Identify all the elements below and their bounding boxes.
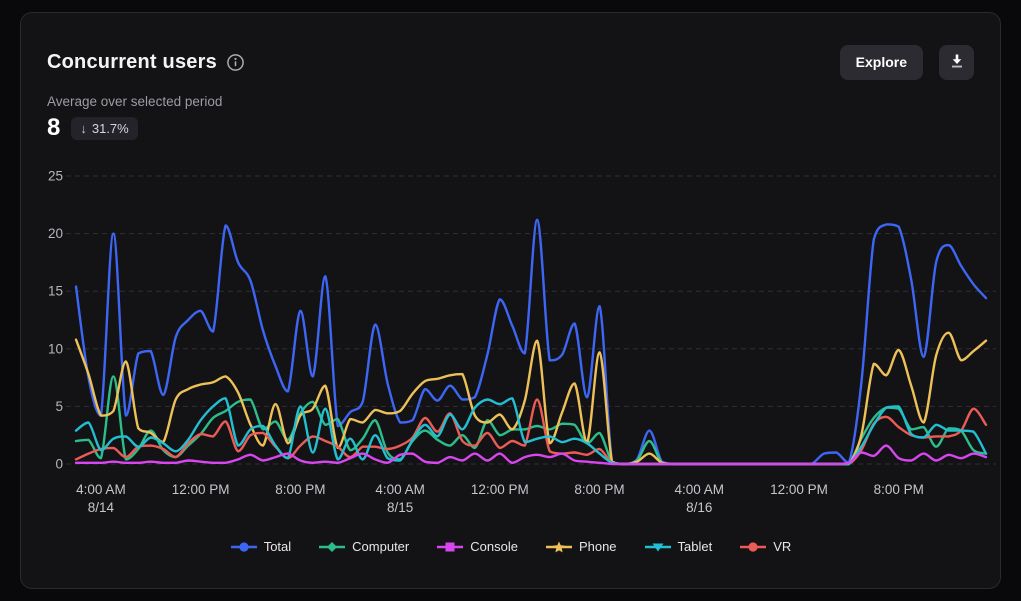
legend-item-computer[interactable]: Computer <box>318 539 409 554</box>
x-axis-label: 12:00 PM <box>172 482 230 497</box>
chart-legend: Total Computer Console Phone Tablet VR <box>21 539 1000 554</box>
legend-label: Total <box>263 539 292 554</box>
y-axis-label-15: 15 <box>48 284 63 299</box>
x-axis-label: 4:00 AM <box>375 482 425 497</box>
download-icon <box>949 53 965 72</box>
x-axis-date-label: 8/16 <box>686 500 712 515</box>
y-axis-label-10: 10 <box>48 341 63 356</box>
legend-marker-circle-icon <box>230 541 257 552</box>
legend-label: VR <box>773 539 792 554</box>
download-button[interactable] <box>939 44 974 80</box>
legend-item-total[interactable]: Total <box>230 539 291 554</box>
y-axis-label-5: 5 <box>55 399 63 414</box>
legend-marker-circle-icon <box>740 541 767 552</box>
legend-item-phone[interactable]: Phone <box>545 539 617 554</box>
y-axis-label-25: 25 <box>48 169 63 184</box>
series-line-console <box>74 444 988 466</box>
x-axis-label: 8:00 PM <box>275 482 325 497</box>
series-line-tablet <box>74 397 988 466</box>
average-row: 8 ↓ 31.7% <box>47 115 138 141</box>
arrow-down-icon: ↓ <box>80 120 87 136</box>
legend-label: Phone <box>578 539 617 554</box>
legend-item-console[interactable]: Console <box>436 539 518 554</box>
x-axis-label: 12:00 PM <box>770 482 828 497</box>
card-header: Concurrent users Explore <box>47 43 974 81</box>
x-axis-label: 8:00 PM <box>874 482 924 497</box>
average-value: 8 <box>47 114 61 141</box>
explore-button[interactable]: Explore <box>839 44 923 80</box>
x-axis-label: 12:00 PM <box>471 482 529 497</box>
x-axis-date-label: 8/15 <box>387 500 413 515</box>
legend-label: Computer <box>352 539 410 554</box>
x-axis-label: 4:00 AM <box>675 482 725 497</box>
legend-label: Console <box>470 539 518 554</box>
header-actions: Explore <box>839 44 974 80</box>
legend-marker-square-icon <box>437 542 464 551</box>
concurrent-users-card: Concurrent users Explore Average o <box>20 12 1001 589</box>
x-axis-label: 4:00 AM <box>76 482 126 497</box>
info-icon[interactable] <box>226 53 245 72</box>
legend-marker-star-icon <box>545 541 572 552</box>
concurrent-users-chart[interactable]: 0 5 10 15 20 25 4:00 AM 8/14 12:00 PM 8:00 PM 4:00… <box>21 13 1002 590</box>
legend-item-tablet[interactable]: Tablet <box>644 539 713 554</box>
x-axis-date-label: 8/14 <box>88 500 115 515</box>
legend-marker-triangle-down-icon <box>644 543 671 551</box>
y-axis-label-20: 20 <box>48 226 63 241</box>
series-line-phone <box>74 331 988 466</box>
y-axis-label-0: 0 <box>55 457 63 472</box>
legend-item-vr[interactable]: VR <box>739 539 791 554</box>
legend-marker-diamond-icon <box>319 541 346 552</box>
legend-label: Tablet <box>677 539 713 554</box>
page-title: Concurrent users <box>47 50 217 73</box>
delta-badge: ↓ 31.7% <box>71 116 138 140</box>
series-line-total <box>74 218 988 466</box>
chart-subtitle: Average over selected period <box>47 94 223 109</box>
delta-value: 31.7% <box>91 120 129 136</box>
x-axis-label: 8:00 PM <box>574 482 624 497</box>
